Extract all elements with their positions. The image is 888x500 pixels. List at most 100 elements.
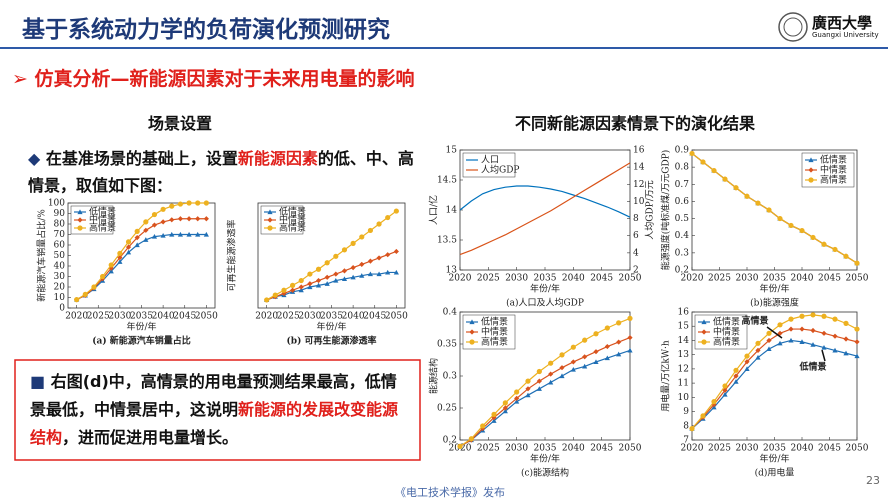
y-tick-label: 13: [678, 350, 690, 360]
y-tick-label: 90: [54, 209, 66, 219]
marker: [722, 383, 728, 389]
series-line: [459, 317, 631, 447]
y-axis-label: 新能源汽车销量占比/%: [36, 209, 48, 302]
y-tick-label: 0.8: [675, 163, 690, 173]
marker: [755, 340, 761, 346]
marker: [788, 337, 794, 343]
marker: [854, 260, 860, 266]
marker: [810, 327, 816, 334]
y2-tick-label: 14: [633, 163, 645, 173]
marker: [469, 319, 475, 325]
marker: [457, 443, 463, 449]
marker: [333, 253, 339, 259]
series-line: [691, 328, 858, 430]
y2-axis-label: 人均GDP/万元: [644, 180, 656, 240]
marker: [810, 342, 816, 347]
y-tick-label: 0: [59, 304, 65, 314]
caption: (a)人口及人均GDP: [506, 297, 584, 309]
marker: [755, 200, 761, 206]
marker: [267, 225, 273, 231]
marker: [514, 389, 520, 395]
marker: [117, 250, 123, 256]
x-tick-label: 2050: [846, 444, 869, 454]
y-tick-label: 12: [678, 364, 689, 374]
y-tick-label: 10: [54, 293, 66, 303]
marker: [548, 379, 554, 385]
marker: [99, 273, 106, 280]
marker: [733, 367, 739, 373]
marker: [341, 247, 348, 253]
marker: [177, 231, 184, 237]
legend-label: 高情景: [820, 174, 847, 186]
marker: [604, 343, 610, 350]
x-tick-label: 2035: [320, 312, 343, 322]
marker: [843, 336, 849, 342]
marker: [143, 227, 149, 233]
marker: [766, 337, 772, 344]
marker: [469, 329, 475, 335]
y-tick-label: 14.5: [437, 176, 457, 186]
x-tick-label: 2050: [619, 444, 642, 454]
marker: [799, 339, 805, 344]
marker: [376, 271, 382, 277]
marker: [281, 287, 287, 293]
x-tick-label: 2030: [505, 274, 528, 284]
logo-sub: Guangxi University: [812, 31, 879, 39]
marker: [267, 209, 273, 215]
marker: [324, 260, 330, 266]
marker: [701, 319, 707, 325]
marker: [177, 216, 184, 222]
y-tick-label: 0.4: [443, 308, 458, 318]
x-tick-label: 2035: [534, 274, 557, 284]
marker: [536, 386, 542, 391]
marker: [744, 359, 750, 365]
marker: [832, 333, 838, 339]
y2-tick-label: 6: [633, 231, 639, 241]
marker: [77, 209, 83, 215]
marker: [468, 436, 474, 442]
marker: [125, 249, 132, 255]
marker: [134, 242, 140, 248]
x-axis-label: 年份/年: [530, 283, 560, 295]
conclusion: ■ 右图(d)中，高情景的用电量预测结果最高，低情景最低，中情景居中，这说明新能…: [30, 368, 410, 452]
marker: [117, 255, 123, 261]
marker: [777, 340, 783, 346]
series-line: [459, 349, 631, 447]
marker: [536, 378, 542, 384]
x-axis-label: 年份/年: [759, 453, 789, 465]
series-line: [266, 250, 397, 301]
marker: [281, 290, 287, 297]
x-tick-label: 2040: [791, 274, 814, 284]
marker: [272, 292, 278, 298]
series-line: [691, 339, 858, 430]
marker: [810, 234, 816, 241]
series-line: [266, 271, 397, 301]
marker: [733, 185, 739, 191]
x-tick-label: 2020: [681, 274, 704, 284]
marker: [480, 423, 486, 429]
marker: [151, 222, 158, 228]
marker: [134, 235, 140, 241]
legend-label: 中情景: [820, 164, 847, 176]
marker: [843, 320, 849, 326]
marker: [700, 413, 706, 419]
marker: [359, 261, 365, 267]
bullet-text: 在基准场景的基础上，设置: [45, 149, 238, 168]
y-tick-label: 80: [54, 220, 66, 230]
y-tick-label: 11: [678, 379, 689, 389]
marker: [854, 353, 860, 359]
marker: [315, 277, 322, 284]
marker: [143, 237, 149, 242]
x-tick-label: 2040: [152, 312, 175, 322]
marker: [315, 282, 322, 288]
series-line: [266, 210, 397, 301]
x-tick-label: 2050: [385, 312, 408, 322]
marker: [711, 399, 717, 405]
marker: [514, 399, 520, 404]
marker: [821, 344, 827, 350]
x-tick-label: 2020: [255, 312, 278, 322]
marker: [766, 207, 772, 213]
x-tick-label: 2045: [818, 274, 841, 284]
marker: [616, 339, 622, 345]
marker: [711, 401, 717, 408]
